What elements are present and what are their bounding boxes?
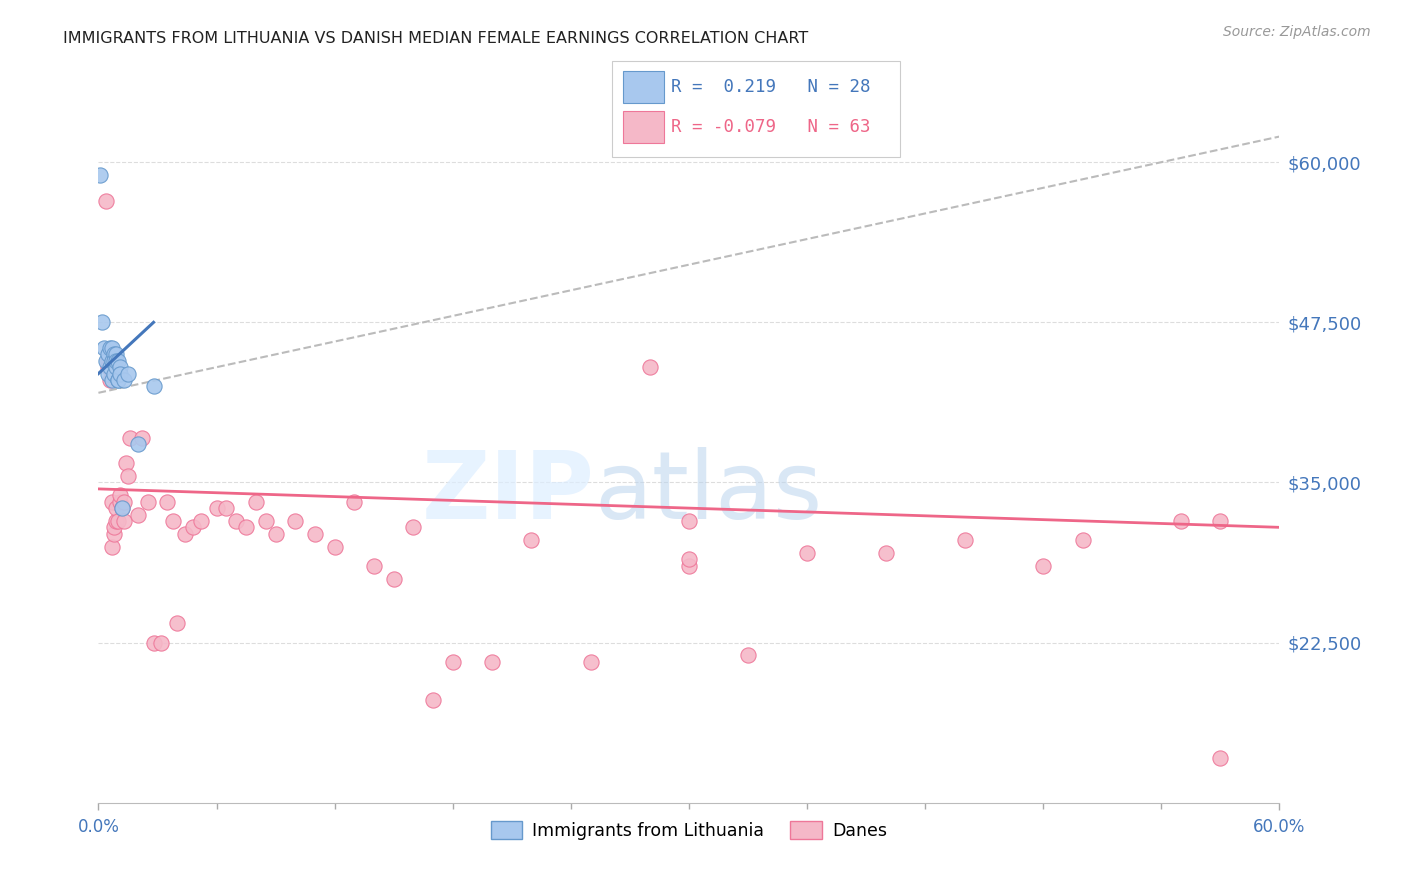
Point: [304, 526, 326, 541]
Point: [97, 360, 120, 375]
Point: [136, 494, 159, 508]
Point: [678, 552, 700, 566]
Point: [1170, 514, 1192, 528]
Point: [107, 373, 129, 387]
Point: [402, 520, 425, 534]
Point: [89, 168, 111, 182]
Point: [101, 353, 124, 368]
Point: [363, 558, 385, 573]
Point: [108, 488, 131, 502]
Point: [382, 572, 405, 586]
Point: [97, 367, 120, 381]
Point: [181, 520, 204, 534]
Point: [101, 341, 124, 355]
Point: [875, 546, 897, 560]
Point: [205, 501, 228, 516]
Point: [264, 526, 287, 541]
Point: [678, 558, 700, 573]
Legend: Immigrants from Lithuania, Danes: Immigrants from Lithuania, Danes: [484, 814, 894, 847]
Point: [112, 494, 135, 508]
Point: [235, 520, 257, 534]
Point: [96, 194, 118, 208]
Point: [105, 347, 128, 361]
Point: [215, 501, 238, 516]
Point: [111, 501, 134, 516]
Point: [142, 635, 165, 649]
Point: [953, 533, 976, 548]
Point: [481, 655, 503, 669]
Point: [97, 347, 120, 361]
Point: [796, 546, 818, 560]
Point: [107, 373, 129, 387]
Point: [579, 655, 602, 669]
Point: [108, 367, 131, 381]
Point: [107, 353, 129, 368]
Point: [115, 456, 138, 470]
Point: [127, 437, 149, 451]
Point: [142, 379, 165, 393]
Point: [1209, 514, 1232, 528]
Point: [117, 367, 139, 381]
Point: [101, 494, 124, 508]
Point: [441, 655, 464, 669]
Point: [111, 501, 134, 516]
Point: [98, 373, 121, 387]
Point: [103, 520, 125, 534]
Text: IMMIGRANTS FROM LITHUANIA VS DANISH MEDIAN FEMALE EARNINGS CORRELATION CHART: IMMIGRANTS FROM LITHUANIA VS DANISH MEDI…: [63, 31, 808, 46]
Text: Source: ZipAtlas.com: Source: ZipAtlas.com: [1223, 25, 1371, 39]
Point: [520, 533, 543, 548]
Point: [1209, 751, 1232, 765]
Point: [93, 341, 115, 355]
Point: [166, 616, 188, 631]
Point: [1071, 533, 1094, 548]
Point: [105, 514, 128, 528]
Point: [1032, 558, 1054, 573]
Point: [174, 526, 197, 541]
Point: [284, 514, 307, 528]
Point: [127, 508, 149, 522]
Point: [108, 360, 131, 375]
Point: [96, 353, 118, 368]
Point: [108, 494, 131, 508]
Text: ZIP: ZIP: [422, 447, 595, 539]
Point: [98, 360, 121, 375]
Point: [118, 431, 141, 445]
Text: R = -0.079   N = 63: R = -0.079 N = 63: [671, 118, 870, 136]
Text: R =  0.219   N = 28: R = 0.219 N = 28: [671, 78, 870, 96]
Point: [225, 514, 247, 528]
Point: [107, 514, 129, 528]
Point: [150, 635, 173, 649]
Point: [117, 469, 139, 483]
Point: [105, 353, 128, 368]
Point: [737, 648, 759, 663]
Point: [105, 360, 128, 375]
Point: [245, 494, 267, 508]
Point: [101, 373, 124, 387]
Point: [131, 431, 153, 445]
Point: [98, 360, 121, 375]
Point: [103, 353, 125, 368]
Point: [254, 514, 277, 528]
Point: [105, 501, 128, 516]
Point: [112, 373, 135, 387]
Point: [190, 514, 212, 528]
Point: [97, 353, 120, 368]
Point: [98, 341, 121, 355]
Point: [156, 494, 179, 508]
Point: [91, 315, 114, 329]
Point: [103, 367, 125, 381]
Point: [323, 540, 346, 554]
Point: [678, 514, 700, 528]
Point: [422, 693, 444, 707]
Point: [638, 360, 661, 375]
Text: atlas: atlas: [595, 447, 823, 539]
Point: [112, 514, 135, 528]
Point: [343, 494, 366, 508]
Point: [162, 514, 184, 528]
Point: [103, 526, 125, 541]
Point: [101, 540, 124, 554]
Point: [103, 347, 125, 361]
